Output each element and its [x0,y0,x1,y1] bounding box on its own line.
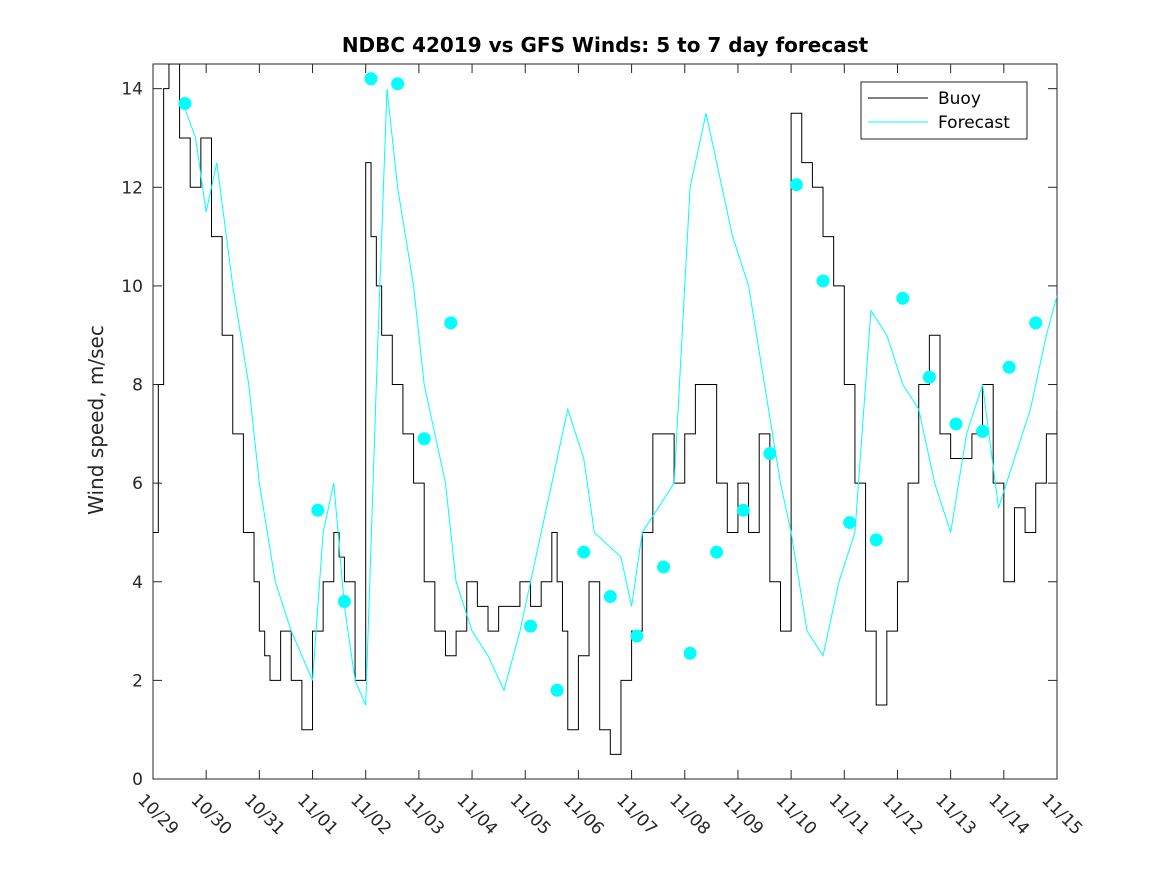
forecast-marker [869,533,883,547]
forecast-marker [311,503,325,517]
forecast-marker [656,560,670,574]
y-tick-label: 8 [132,376,143,396]
forecast-marker [444,316,458,330]
forecast-marker [843,516,857,530]
forecast-marker [524,619,538,633]
x-tick-label: 11/13 [931,790,980,839]
x-tick-label: 11/10 [772,790,821,839]
forecast-marker [736,503,750,517]
x-tick-label: 11/14 [984,790,1033,839]
forecast-marker [577,545,591,559]
chart-title: NDBC 42019 vs GFS Winds: 5 to 7 day fore… [342,33,869,57]
y-tick-label: 6 [132,474,143,494]
x-tick-label: 11/07 [612,790,661,839]
x-tick-label: 10/29 [133,790,182,839]
x-tick-label: 10/30 [187,790,236,839]
buoy-series-line [153,64,1057,755]
x-tick-label: 11/04 [453,790,502,839]
x-tick-label: 11/03 [399,790,448,839]
forecast-marker [178,96,192,110]
y-tick-label: 0 [132,770,143,790]
y-tick-label: 10 [121,277,143,297]
legend: Buoy Forecast [860,81,1028,140]
forecast-marker [896,291,910,305]
forecast-marker [763,447,777,461]
forecast-marker [391,77,405,91]
x-tick-label: 11/11 [825,790,874,839]
forecast-series-line [184,88,1057,706]
forecast-marker [364,72,378,86]
forecast-marker [337,594,351,608]
forecast-marker [630,629,644,643]
x-tick-label: 11/12 [878,790,927,839]
x-tick-label: 11/08 [665,790,714,839]
y-tick-label: 4 [132,573,143,593]
y-tick-label: 2 [132,671,143,691]
forecast-marker [976,424,990,438]
forecast-marker [417,432,431,446]
forecast-marker [683,646,697,660]
x-tick-label: 11/01 [293,790,342,839]
legend-box [860,81,1028,140]
x-tick-label: 10/31 [240,790,289,839]
forecast-marker [789,178,803,192]
forecast-marker [949,417,963,431]
x-tick-label: 11/06 [559,790,608,839]
forecast-marker [710,545,724,559]
y-tick-label: 12 [121,178,143,198]
forecast-marker [603,590,617,604]
forecast-marker [816,274,830,288]
forecast-marker [1029,316,1043,330]
x-tick-label: 11/05 [506,790,555,839]
x-tick-label: 11/15 [1037,790,1086,839]
x-tick-label: 11/09 [718,790,767,839]
legend-buoy-label: Buoy [938,89,981,109]
legend-forecast-label: Forecast [938,113,1010,133]
forecast-marker [1002,360,1016,374]
series-group [153,64,1057,755]
x-tick-label: 11/02 [346,790,395,839]
y-axis-label: Wind speed, m/sec [84,325,108,515]
forecast-marker [922,370,936,384]
y-tick-label: 14 [121,80,143,100]
forecast-marker [550,683,564,697]
